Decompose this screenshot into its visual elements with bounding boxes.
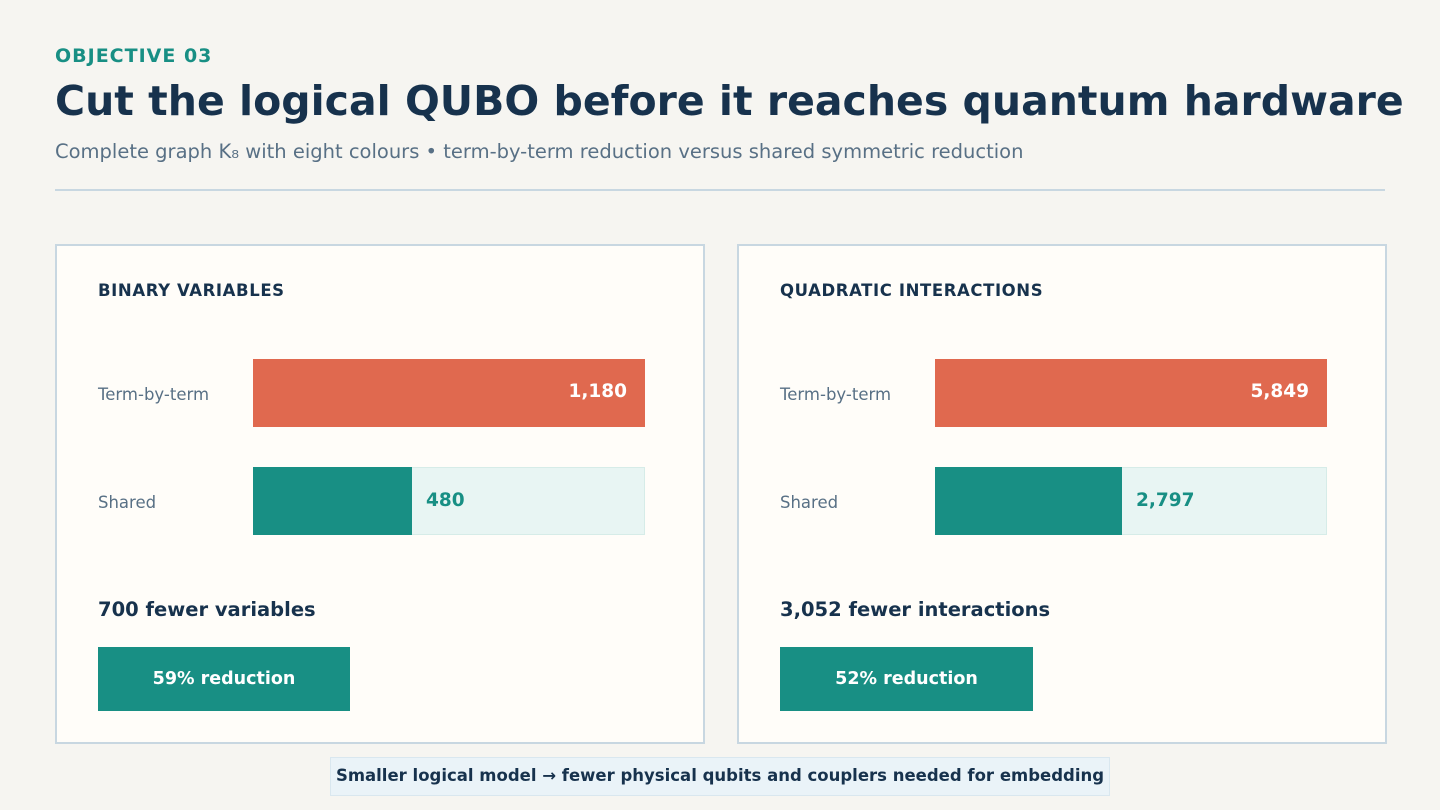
bar-shared — [935, 467, 1122, 535]
reduction-badge: 52% reduction — [780, 647, 1033, 711]
bar-value-label: 5,849 — [1250, 381, 1309, 402]
footer-callout: Smaller logical model → fewer physical q… — [330, 757, 1110, 796]
page-title: Cut the logical QUBO before it reaches q… — [55, 77, 1404, 125]
bar-track-term-by-term: 1,180 — [253, 359, 645, 427]
reduction-summary: 700 fewer variables — [98, 598, 316, 621]
reduction-badge: 59% reduction — [98, 647, 350, 711]
bar-term-by-term: 1,180 — [253, 359, 645, 427]
panel-title: BINARY VARIABLES — [98, 281, 285, 300]
quadratic-interactions-panel: QUADRATIC INTERACTIONS Term-by-term 5,84… — [737, 244, 1387, 744]
row-label-term-by-term: Term-by-term — [98, 385, 210, 404]
bar-term-by-term: 5,849 — [935, 359, 1327, 427]
header-divider — [55, 189, 1385, 191]
binary-variables-panel: BINARY VARIABLES Term-by-term 1,180 Shar… — [55, 244, 705, 744]
row-label-term-by-term: Term-by-term — [780, 385, 892, 404]
row-label-shared: Shared — [98, 493, 157, 512]
reduction-summary: 3,052 fewer interactions — [780, 598, 1051, 621]
bar-value-label: 1,180 — [568, 381, 627, 402]
footer-text: Smaller logical model → fewer physical q… — [335, 766, 1105, 785]
bar-track-term-by-term: 5,849 — [935, 359, 1327, 427]
bar-value-label: 480 — [426, 490, 465, 511]
bar-shared — [253, 467, 412, 535]
bar-track-shared: 2,797 — [935, 467, 1327, 535]
row-label-shared: Shared — [780, 493, 839, 512]
objective-eyebrow: OBJECTIVE 03 — [55, 45, 213, 67]
bar-track-shared: 480 — [253, 467, 645, 535]
panel-title: QUADRATIC INTERACTIONS — [780, 281, 1044, 300]
page-subtitle: Complete graph K₈ with eight colours • t… — [55, 140, 1024, 163]
bar-value-label: 2,797 — [1136, 490, 1195, 511]
